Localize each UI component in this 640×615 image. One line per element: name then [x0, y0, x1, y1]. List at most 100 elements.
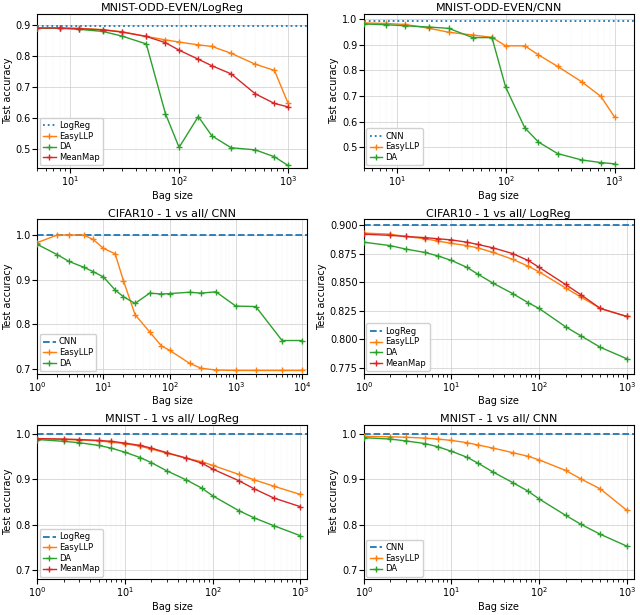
- MeanMap: [509, 250, 516, 257]
- EasyLLP: [509, 449, 516, 456]
- EasyLLP: [56, 25, 63, 32]
- DA: [360, 20, 368, 28]
- DA: [197, 290, 205, 297]
- MeanMap: [209, 466, 216, 473]
- DA: [463, 453, 471, 461]
- DA: [278, 337, 286, 344]
- EasyLLP: [146, 328, 154, 336]
- EasyLLP: [562, 467, 570, 474]
- CNN: [360, 430, 368, 438]
- DA: [212, 288, 220, 295]
- MeanMap: [284, 103, 292, 111]
- MeanMap: [108, 438, 115, 445]
- EasyLLP: [118, 28, 126, 36]
- MeanMap: [33, 25, 41, 32]
- DA: [175, 144, 183, 151]
- DA: [577, 521, 585, 528]
- MeanMap: [623, 313, 630, 320]
- EasyLLP: [474, 442, 482, 449]
- EasyLLP: [251, 476, 259, 483]
- EasyLLP: [434, 237, 442, 245]
- DA: [426, 23, 433, 31]
- Y-axis label: Test accuracy: Test accuracy: [317, 263, 327, 330]
- DA: [143, 40, 150, 47]
- EasyLLP: [186, 360, 193, 367]
- EasyLLP: [75, 25, 83, 32]
- EasyLLP: [147, 445, 155, 453]
- EasyLLP: [401, 21, 409, 28]
- X-axis label: Bag size: Bag size: [478, 397, 519, 407]
- DA: [252, 146, 259, 154]
- MeanMap: [296, 503, 304, 510]
- DA: [562, 323, 570, 330]
- DA: [524, 488, 532, 495]
- Line: MeanMap: MeanMap: [35, 25, 291, 109]
- EasyLLP: [474, 244, 482, 252]
- EasyLLP: [131, 311, 139, 319]
- EasyLLP: [143, 33, 150, 40]
- DA: [488, 34, 496, 41]
- EasyLLP: [387, 433, 394, 440]
- MeanMap: [447, 236, 455, 244]
- EasyLLP: [562, 284, 570, 292]
- Title: MNIST-ODD-EVEN/CNN: MNIST-ODD-EVEN/CNN: [436, 3, 562, 13]
- Legend: LogReg, EasyLLP, DA, MeanMap: LogReg, EasyLLP, DA, MeanMap: [40, 529, 103, 577]
- DA: [95, 442, 102, 449]
- Legend: CNN, EasyLLP, DA: CNN, EasyLLP, DA: [366, 129, 423, 165]
- X-axis label: Bag size: Bag size: [478, 191, 519, 200]
- DA: [33, 436, 41, 443]
- MeanMap: [270, 494, 278, 502]
- DA: [578, 156, 586, 164]
- MeanMap: [402, 233, 410, 240]
- DA: [490, 469, 497, 476]
- EasyLLP: [284, 100, 292, 107]
- EasyLLP: [447, 240, 455, 247]
- EasyLLP: [490, 249, 497, 256]
- DA: [182, 476, 190, 483]
- MeanMap: [163, 449, 171, 456]
- EasyLLP: [434, 435, 442, 443]
- DA: [524, 299, 532, 306]
- DA: [76, 439, 83, 446]
- DA: [235, 507, 243, 514]
- DA: [111, 287, 119, 294]
- EasyLLP: [623, 313, 630, 320]
- Line: EasyLLP: EasyLLP: [35, 25, 291, 106]
- DA: [521, 124, 529, 132]
- DA: [186, 288, 193, 296]
- DA: [56, 25, 63, 32]
- EasyLLP: [270, 483, 278, 490]
- DA: [509, 290, 516, 297]
- DA: [597, 159, 605, 166]
- DA: [232, 303, 239, 310]
- EasyLLP: [252, 60, 259, 68]
- DA: [166, 290, 173, 297]
- EasyLLP: [33, 25, 41, 32]
- EasyLLP: [521, 42, 529, 50]
- DA: [162, 110, 170, 117]
- EasyLLP: [402, 233, 410, 240]
- MeanMap: [434, 235, 442, 242]
- MeanMap: [60, 435, 68, 443]
- MeanMap: [198, 459, 205, 467]
- EasyLLP: [535, 456, 543, 464]
- EasyLLP: [535, 268, 543, 276]
- DA: [131, 300, 139, 307]
- DA: [121, 448, 129, 456]
- MeanMap: [227, 70, 235, 77]
- DA: [463, 264, 471, 271]
- DA: [75, 26, 83, 33]
- X-axis label: Bag size: Bag size: [478, 602, 519, 612]
- DA: [596, 344, 604, 351]
- MeanMap: [596, 305, 604, 312]
- EasyLLP: [212, 367, 220, 374]
- EasyLLP: [577, 475, 585, 483]
- DA: [209, 492, 216, 499]
- Legend: CNN, EasyLLP, DA: CNN, EasyLLP, DA: [366, 540, 423, 577]
- Line: DA: DA: [361, 435, 630, 549]
- DA: [534, 138, 542, 146]
- CNN: [284, 17, 292, 25]
- DA: [271, 153, 278, 161]
- Line: EasyLLP: EasyLLP: [35, 232, 305, 373]
- DA: [227, 144, 235, 151]
